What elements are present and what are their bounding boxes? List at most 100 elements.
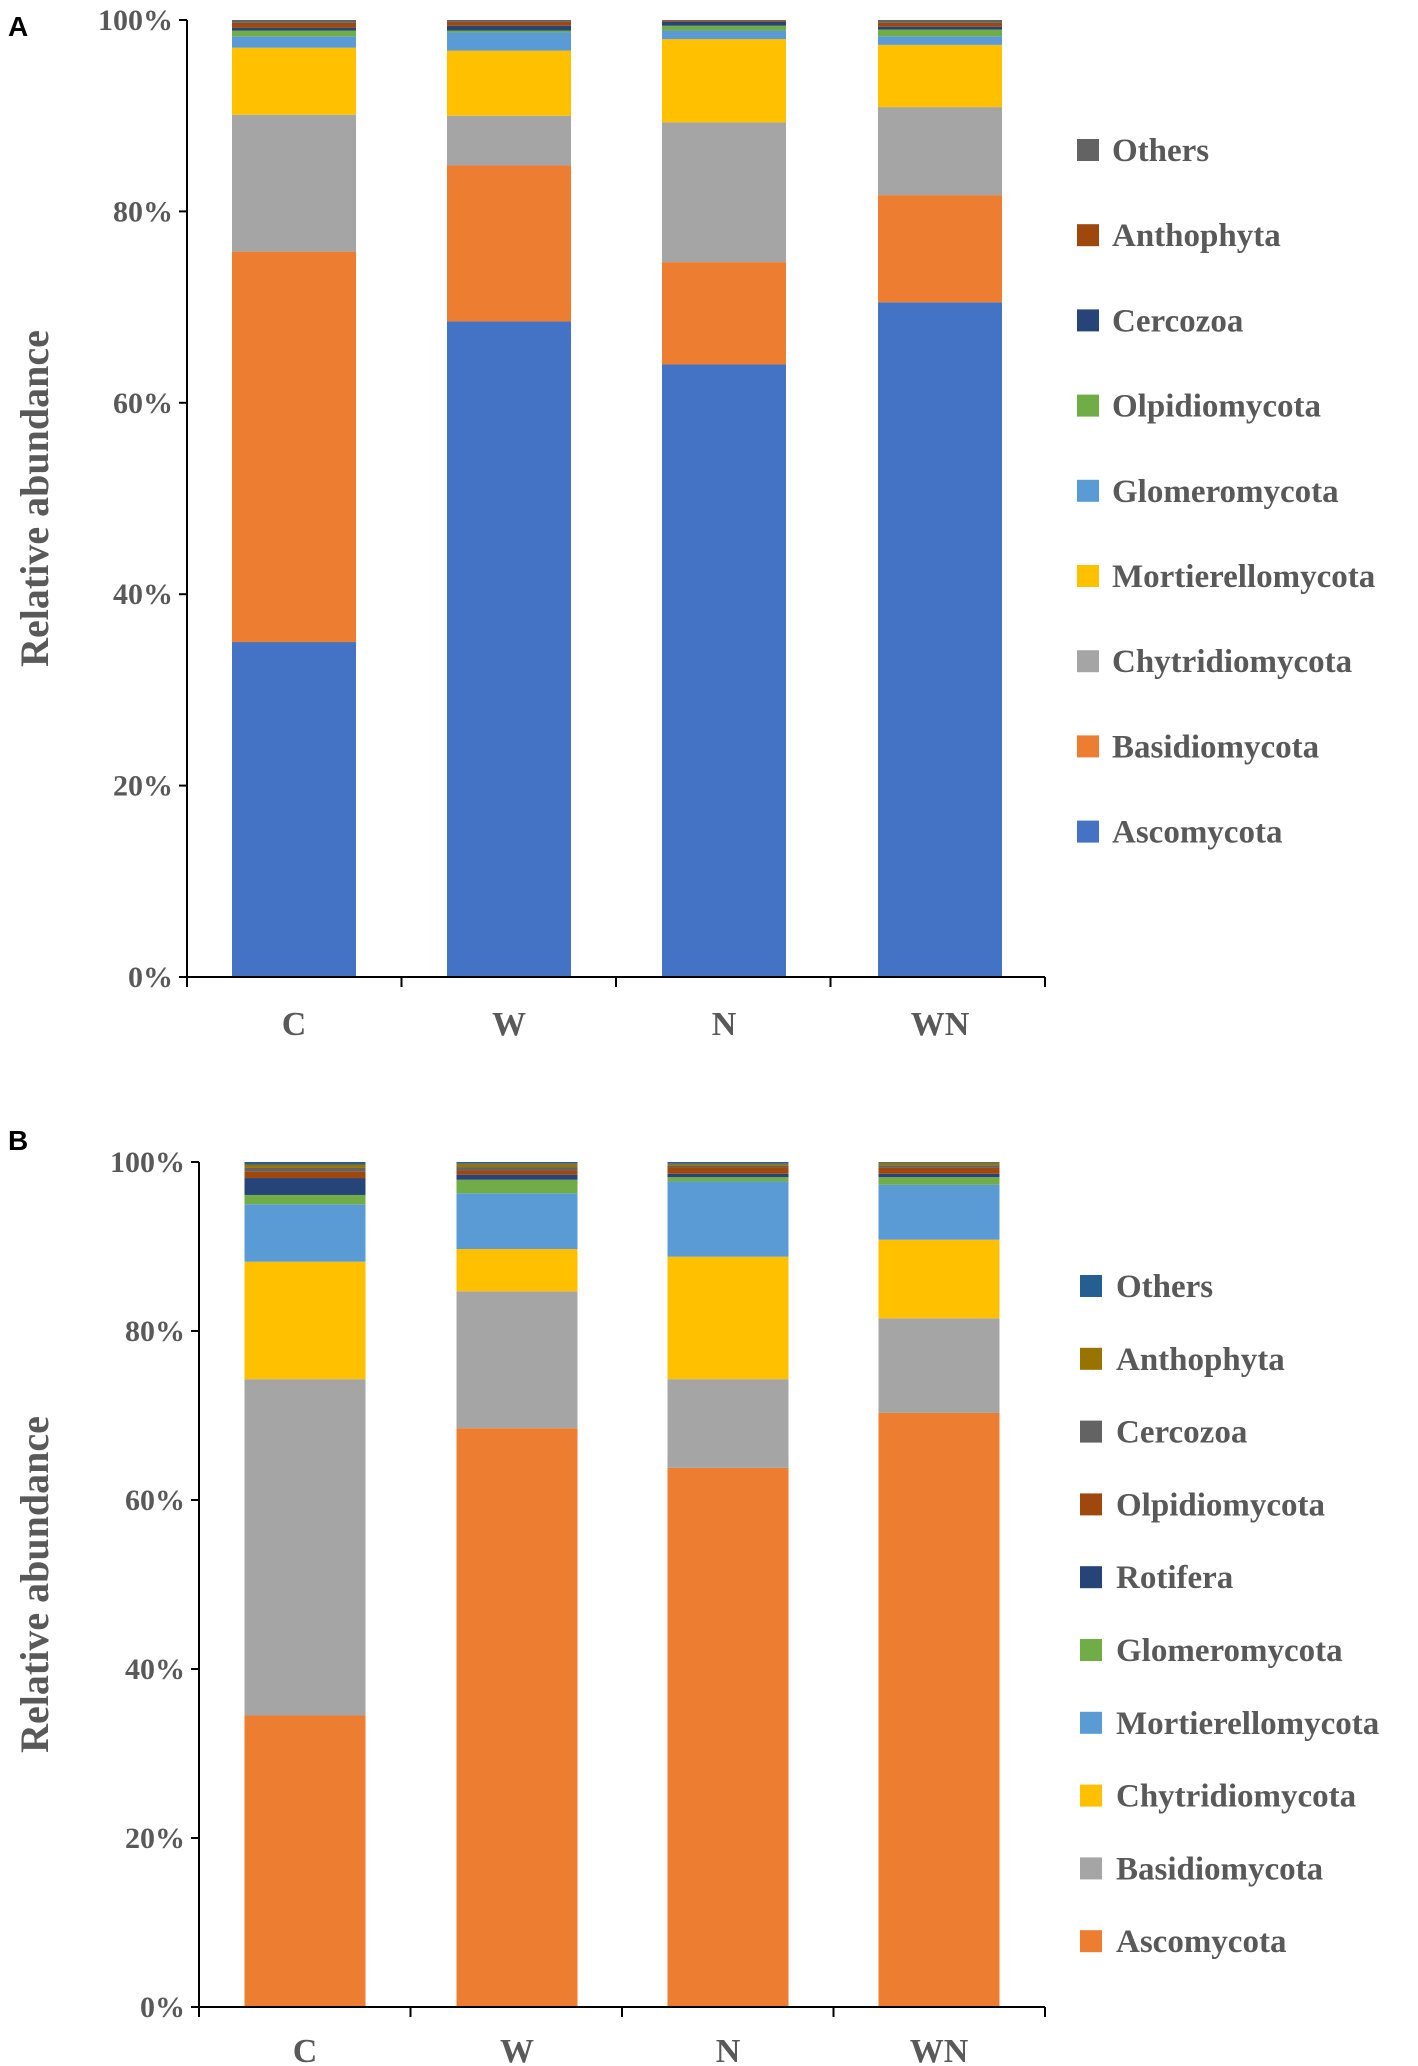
legend-swatch-others <box>1080 1275 1102 1297</box>
legend-swatch-chytridiomycota <box>1077 650 1099 673</box>
y-tick-label: 80% <box>125 1315 185 1348</box>
x-tick-label-n: N <box>716 2033 741 2066</box>
y-tick-label: 40% <box>125 1653 185 1686</box>
bar-segment-n-ascomycota <box>662 364 786 977</box>
bar-segment-w-mortierellomycota <box>447 50 571 116</box>
bar-segment-w-chytridiomycota <box>447 115 571 166</box>
bar-segment-w-cercozoa <box>447 25 571 31</box>
legend-swatch-cercozoa <box>1077 309 1099 332</box>
bar-segment-w-anthophyta <box>456 1163 578 1168</box>
x-tick-label-c: C <box>282 1006 307 1043</box>
bar-segment-w-olpidiomycota <box>447 30 571 33</box>
bar-segment-w-cercozoa <box>456 1167 578 1171</box>
bar-segment-wn-chytridiomycota <box>878 1239 1000 1319</box>
bar-segment-w-anthophyta <box>447 21 571 26</box>
bar-segment-w-olpidiomycota <box>456 1170 578 1175</box>
legend-label-others: Others <box>1112 133 1209 169</box>
bar-segment-n-anthophyta <box>662 20 786 22</box>
bar-segment-wn-glomeromycota <box>878 36 1002 45</box>
bar-segment-n-anthophyta <box>667 1163 789 1166</box>
y-axis-title: Relative abundance <box>12 330 57 667</box>
bar-segment-wn-olpidiomycota <box>878 29 1002 37</box>
bar-segment-n-olpidiomycota <box>662 25 786 31</box>
bar-segment-c-glomeromycota <box>232 36 356 48</box>
bar-segment-w-glomeromycota <box>447 32 571 51</box>
bar-segment-n-mortierellomycota <box>667 1181 789 1257</box>
bar-segment-wn-others <box>878 20 1002 23</box>
legend-label-others: Others <box>1116 1269 1213 1305</box>
legend-swatch-others <box>1077 139 1099 161</box>
y-axis-title: Relative abundance <box>12 1416 57 1753</box>
bar-segment-n-cercozoa <box>667 1165 789 1168</box>
legend-label-glomeromycota: Glomeromycota <box>1116 1633 1343 1669</box>
legend-swatch-basidiomycota <box>1077 735 1099 758</box>
x-tick-label-wn: WN <box>911 1006 970 1043</box>
bar-segment-wn-olpidiomycota <box>878 1167 1000 1174</box>
bar-segment-n-chytridiomycota <box>667 1256 789 1380</box>
bar-segment-c-basidiomycota <box>244 1379 366 1716</box>
x-tick-label-n: N <box>712 1006 737 1043</box>
bar-segment-c-anthophyta <box>232 22 356 28</box>
legend-label-chytridiomycota: Chytridiomycota <box>1112 644 1352 680</box>
legend-swatch-olpidiomycota <box>1080 1493 1102 1516</box>
bar-segment-w-basidiomycota <box>447 165 571 322</box>
bar-segment-c-chytridiomycota <box>232 114 356 252</box>
legend-swatch-glomeromycota <box>1077 479 1099 502</box>
legend-swatch-basidiomycota <box>1080 1857 1102 1880</box>
bar-segment-wn-glomeromycota <box>878 1177 1000 1185</box>
y-tick-label: 100% <box>110 1146 185 1179</box>
bar-segment-wn-mortierellomycota <box>878 44 1002 108</box>
x-tick-label-w: W <box>500 2033 534 2066</box>
legend-label-chytridiomycota: Chytridiomycota <box>1116 1779 1356 1815</box>
bar-segment-c-ascomycota <box>244 1715 366 2007</box>
legend-swatch-ascomycota <box>1080 1930 1102 1953</box>
bar-segment-c-olpidiomycota <box>232 30 356 37</box>
bar-segment-wn-mortierellomycota <box>878 1184 1000 1240</box>
bar-segment-n-olpidiomycota <box>667 1167 789 1174</box>
legend-swatch-ascomycota <box>1077 820 1099 843</box>
bar-segment-c-mortierellomycota <box>244 1204 366 1262</box>
bar-segment-n-ascomycota <box>667 1467 789 2007</box>
bar-segment-c-glomeromycota <box>244 1194 366 1205</box>
legend-swatch-chytridiomycota <box>1080 1784 1102 1807</box>
bar-segment-c-mortierellomycota <box>232 47 356 115</box>
y-tick-label: 60% <box>125 1484 185 1517</box>
bar-segment-c-ascomycota <box>232 642 356 977</box>
bar-segment-wn-rotifera <box>878 1173 1000 1178</box>
legend-label-mortierellomycota: Mortierellomycota <box>1116 1706 1379 1742</box>
bar-segment-wn-chytridiomycota <box>878 107 1002 196</box>
bar-segment-n-rotifera <box>667 1173 789 1178</box>
y-tick-label: 0% <box>128 961 173 994</box>
bar-segment-c-others <box>244 1162 366 1165</box>
bar-segment-c-cercozoa <box>244 1167 366 1172</box>
bar-segment-w-others <box>447 20 571 22</box>
bar-segment-c-others <box>232 20 356 23</box>
bar-segment-w-chytridiomycota <box>456 1249 578 1292</box>
bar-segment-n-glomeromycota <box>662 30 786 40</box>
legend-label-rotifera: Rotifera <box>1116 1560 1233 1596</box>
bar-segment-wn-anthophyta <box>878 22 1002 27</box>
y-tick-label: 40% <box>113 578 173 611</box>
bar-segment-wn-cercozoa <box>878 26 1002 30</box>
legend-swatch-rotifera <box>1080 1566 1102 1589</box>
bar-segment-c-anthophyta <box>244 1164 366 1168</box>
legend-label-anthophyta: Anthophyta <box>1116 1342 1285 1378</box>
x-tick-label-w: W <box>492 1006 526 1043</box>
bar-segment-n-basidiomycota <box>667 1379 789 1468</box>
bar-segment-c-olpidiomycota <box>244 1171 366 1179</box>
bar-segment-n-chytridiomycota <box>662 122 786 263</box>
bar-segment-wn-others <box>878 1162 1000 1163</box>
y-tick-label: 0% <box>140 1991 185 2024</box>
x-tick-label-c: C <box>293 2033 318 2066</box>
y-tick-label: 100% <box>98 4 173 37</box>
legend-label-olpidiomycota: Olpidiomycota <box>1116 1487 1325 1523</box>
bar-segment-n-basidiomycota <box>662 262 786 365</box>
bar-segment-c-basidiomycota <box>232 251 356 643</box>
bar-segment-w-glomeromycota <box>456 1179 578 1194</box>
legend-label-anthophyta: Anthophyta <box>1112 218 1281 254</box>
bar-segment-w-ascomycota <box>456 1428 578 2007</box>
legend-swatch-glomeromycota <box>1080 1639 1102 1661</box>
bar-segment-n-others <box>667 1162 789 1164</box>
